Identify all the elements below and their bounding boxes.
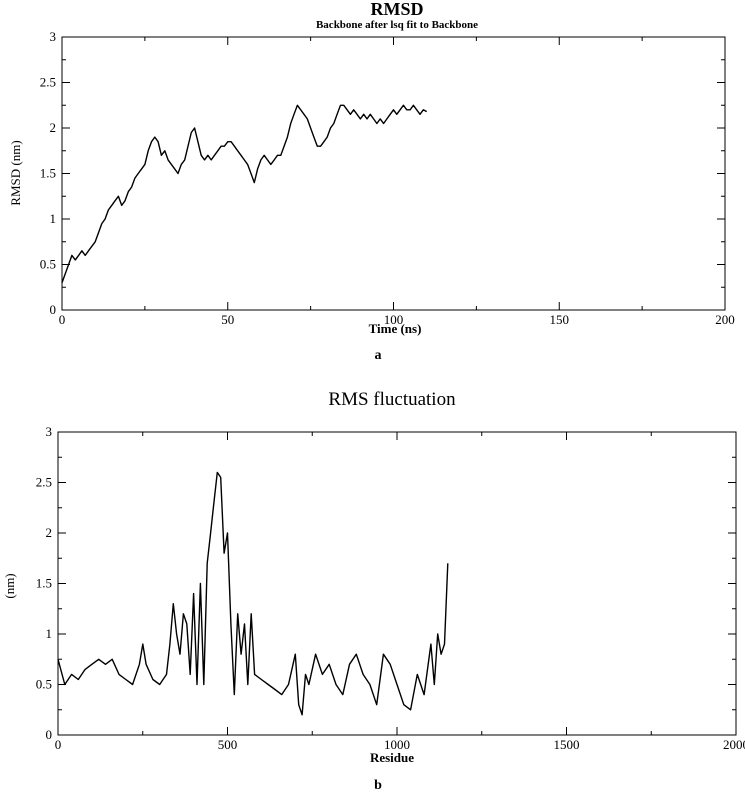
rmsd-x-axis-label: Time (ns)	[369, 321, 422, 336]
rmsd-x-tick-label: 150	[550, 312, 570, 327]
rmsf-y-tick-label: 0.5	[36, 677, 52, 692]
rmsf-title: RMS fluctuation	[328, 389, 456, 410]
rmsf-y-tick-label: 1.5	[36, 576, 52, 591]
rmsf-series-group	[57, 471, 449, 716]
rmsd-y-tick-label: 0.5	[40, 257, 56, 272]
panel-b-label: b	[374, 778, 382, 793]
rmsf-x-tick-label: 1000	[384, 737, 410, 752]
rmsd-x-tick-label: 0	[59, 312, 66, 327]
rmsf-y-tick-label: 1	[46, 626, 53, 641]
rmsd-y-tick-label: 1.5	[40, 166, 56, 181]
rmsf-x-axis-label: Residue	[370, 750, 414, 765]
rmsf-y-axis-label: (nm)	[2, 573, 17, 598]
rmsd-y-tick-label: 3	[50, 29, 57, 44]
rmsd-subtitle: Backbone after lsq fit to Backbone	[316, 19, 478, 31]
rmsf-y-tick-label: 2.5	[36, 475, 52, 490]
rmsf-y-tick-label: 2	[46, 525, 53, 540]
rmsd-x-tick-label: 100	[384, 312, 404, 327]
rmsf-plot-frame	[57, 431, 737, 736]
rmsf-x-tick-label: 1500	[554, 737, 580, 752]
rmsd-series-line	[61, 104, 428, 283]
rmsd-y-tick-label: 1	[50, 211, 57, 226]
rmsd-x-tick-label: 200	[715, 312, 735, 327]
panel-a-label: a	[375, 348, 382, 363]
rmsd-panel: RMSD Backbone after lsq fit to Backbone …	[8, 0, 735, 363]
rmsd-title: RMSD	[371, 0, 424, 19]
rmsd-y-tick-label: 2.5	[40, 75, 56, 90]
rmsd-y-axis-label: RMSD (nm)	[8, 140, 23, 205]
rmsd-ticks: 0 50 100 150 200 0 0.5 1 1.5 2 2.5 3	[40, 29, 735, 327]
rmsf-x-tick-label: 0	[55, 737, 62, 752]
rmsf-y-tick-label: 0	[46, 727, 53, 742]
rmsd-y-tick-label: 0	[50, 302, 57, 317]
rmsd-y-tick-label: 2	[50, 120, 57, 135]
rmsf-y-tick-label: 3	[46, 424, 53, 439]
rmsd-series-group	[61, 104, 428, 283]
rmsd-x-tick-label: 50	[221, 312, 234, 327]
rmsd-plot-frame	[61, 36, 726, 311]
rmsf-x-tick-label: 500	[218, 737, 238, 752]
rmsf-series-line	[57, 471, 449, 716]
